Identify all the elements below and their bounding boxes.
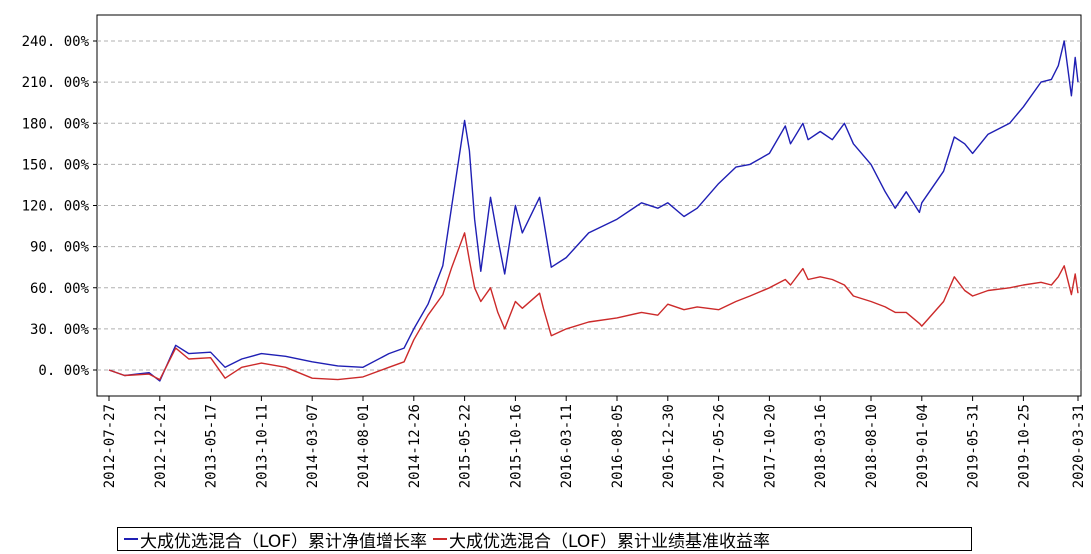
x-tick-label: 2018-03-16 xyxy=(813,404,829,488)
legend: 大成优选混合（LOF）累计净值增长率 大成优选混合（LOF）累计业绩基准收益率 xyxy=(117,527,972,552)
x-tick-label: 2016-08-05 xyxy=(610,404,626,488)
x-tick-label: 2019-05-31 xyxy=(966,404,982,488)
series-lines xyxy=(108,40,1079,382)
series-line-benchmark xyxy=(108,232,1079,381)
y-tick-label: 0. 00% xyxy=(38,363,89,379)
x-tick-label: 2018-08-10 xyxy=(864,404,880,488)
x-axis: 2012-07-27 2012-12-21 2013-05-17 2013-10-11… xyxy=(102,396,1087,488)
y-tick-label: 210. 00% xyxy=(22,75,90,91)
legend-label-benchmark: 大成优选混合（LOF）累计业绩基准收益率 xyxy=(449,531,771,552)
y-axis: 0. 00% 30. 00% 60. 00% 90. 00% 120. 00% 150. … xyxy=(22,34,97,379)
y-tick-label: 120. 00% xyxy=(22,199,90,215)
x-tick-label: 2014-08-01 xyxy=(356,404,372,488)
x-tick-label: 2013-05-17 xyxy=(204,404,220,488)
x-tick-label: 2012-07-27 xyxy=(102,404,118,488)
y-tick-label: 150. 00% xyxy=(22,157,90,173)
x-tick-label: 2017-05-26 xyxy=(712,404,728,488)
x-tick-label: 2016-12-30 xyxy=(661,404,677,488)
x-tick-label: 2017-10-20 xyxy=(762,404,778,488)
y-tick-label: 240. 00% xyxy=(22,34,90,50)
y-tick-label: 30. 00% xyxy=(30,322,90,338)
x-tick-label: 2013-10-11 xyxy=(254,404,270,488)
legend-item-benchmark: 大成优选混合（LOF）累计业绩基准收益率 xyxy=(433,527,770,552)
x-tick-label: 2019-01-04 xyxy=(915,404,931,488)
x-tick-label: 2014-12-26 xyxy=(407,404,423,488)
legend-swatch-nav xyxy=(124,538,138,540)
grid-lines xyxy=(97,40,1081,371)
legend-label-nav: 大成优选混合（LOF）累计净值增长率 xyxy=(140,531,428,552)
x-tick-label: 2015-10-16 xyxy=(508,404,524,488)
x-tick-label: 2020-03-31 xyxy=(1071,404,1087,488)
legend-swatch-benchmark xyxy=(433,538,448,540)
x-tick-label: 2016-03-11 xyxy=(559,404,575,488)
x-tick-label: 2014-03-07 xyxy=(305,404,321,488)
y-tick-label: 180. 00% xyxy=(22,116,90,132)
legend-item-nav: 大成优选混合（LOF）累计净值增长率 xyxy=(124,527,427,552)
x-tick-label: 2012-12-21 xyxy=(153,404,169,488)
y-tick-label: 90. 00% xyxy=(30,240,90,256)
series-line-nav-growth xyxy=(108,40,1079,382)
x-tick-label: 2015-05-22 xyxy=(458,404,474,488)
x-tick-label: 2019-10-25 xyxy=(1016,404,1032,488)
y-tick-label: 60. 00% xyxy=(30,281,90,297)
